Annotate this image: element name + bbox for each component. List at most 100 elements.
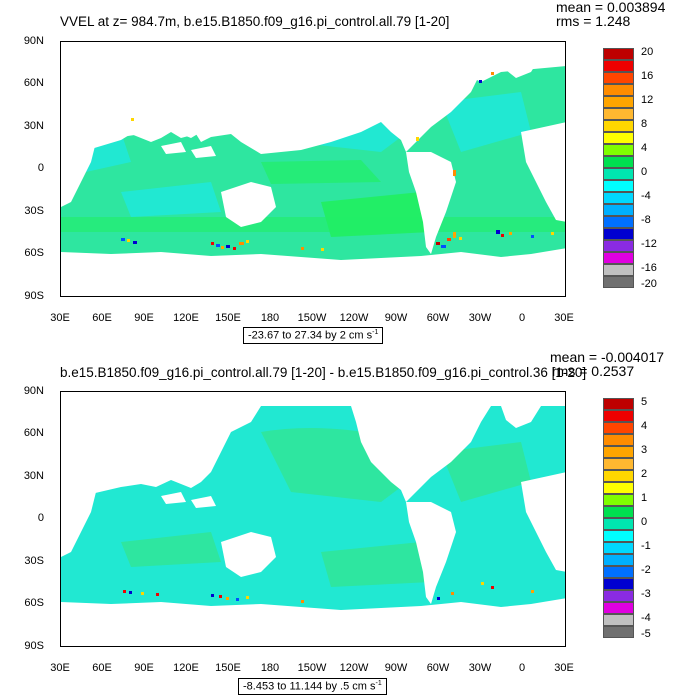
lon-label: 30E bbox=[50, 662, 70, 674]
contour-range-text: -23.67 to 27.34 by 2 cm s bbox=[248, 329, 373, 342]
colorbar-label: -8 bbox=[641, 214, 651, 226]
lat-label: 60S bbox=[24, 247, 44, 259]
ocean-velocity-map bbox=[60, 41, 566, 297]
colorbar-box bbox=[603, 120, 634, 132]
lon-label: 30W bbox=[468, 312, 492, 324]
colorbar-label: 0 bbox=[641, 166, 648, 178]
lon-label: 90W bbox=[384, 312, 408, 324]
colorbar-label: -3 bbox=[641, 588, 651, 600]
colorbar-label: 1 bbox=[641, 492, 648, 504]
colorbar-box bbox=[603, 458, 634, 470]
colorbar-box bbox=[603, 96, 634, 108]
difference-hotspots bbox=[123, 582, 534, 603]
lat-label: 90S bbox=[24, 290, 44, 302]
colorbar-box bbox=[603, 180, 634, 192]
rms-stat: rms = 0.2537 bbox=[552, 363, 635, 379]
mean-stat: mean = 0.003894 bbox=[556, 0, 666, 15]
rms-stat: rms = 1.248 bbox=[556, 13, 631, 29]
lon-label: 0 bbox=[518, 312, 526, 324]
colorbar-box bbox=[603, 240, 634, 252]
lon-label: 150W bbox=[297, 662, 327, 674]
lon-label: 60W bbox=[426, 312, 450, 324]
lon-label: 30E bbox=[554, 662, 574, 674]
lat-label: 0 bbox=[37, 162, 44, 174]
colorbar-box bbox=[603, 228, 634, 240]
lat-label: 30S bbox=[24, 205, 44, 217]
colorbar-label: 4 bbox=[641, 142, 648, 154]
lon-label: 150E bbox=[215, 312, 241, 324]
colorbar-box bbox=[603, 264, 634, 276]
lon-label: 150W bbox=[297, 312, 327, 324]
colorbar-box bbox=[603, 410, 634, 422]
colorbar-box bbox=[603, 602, 634, 614]
lon-label: 120W bbox=[339, 312, 369, 324]
lon-label: 30E bbox=[554, 312, 574, 324]
colorbar-label: -4 bbox=[641, 190, 651, 202]
lon-label: 90W bbox=[384, 662, 408, 674]
colorbar-label: 8 bbox=[641, 118, 648, 130]
panel-title: b.e15.B1850.f09_g16.pi_control.all.79 [1… bbox=[60, 365, 587, 380]
colorbar-box bbox=[603, 482, 634, 494]
colorbar-box bbox=[603, 626, 634, 638]
lat-label: 60N bbox=[23, 77, 44, 89]
lon-label: 120E bbox=[173, 662, 199, 674]
colorbar-label: -16 bbox=[641, 262, 657, 274]
colorbar-box bbox=[603, 566, 634, 578]
colorbar-box bbox=[603, 494, 634, 506]
colorbar-box bbox=[603, 60, 634, 72]
panel-title: VVEL at z= 984.7m, b.e15.B1850.f09_g16.p… bbox=[60, 14, 450, 29]
lat-label: 90N bbox=[23, 35, 44, 47]
colorbar-box bbox=[603, 156, 634, 168]
lat-label: 60S bbox=[24, 597, 44, 609]
colorbar-label: -4 bbox=[641, 612, 651, 624]
lon-label: 180 bbox=[260, 312, 280, 324]
colorbar-label: -2 bbox=[641, 564, 651, 576]
lat-label: 30N bbox=[23, 120, 44, 132]
colorbar-box bbox=[603, 542, 634, 554]
lon-label: 90E bbox=[134, 662, 154, 674]
colorbar-box bbox=[603, 84, 634, 96]
map-field bbox=[61, 42, 565, 296]
panel-bottom: b.e15.B1850.f09_g16.pi_control.all.79 [1… bbox=[0, 350, 700, 700]
colorbar-label: 5 bbox=[641, 396, 648, 408]
colorbar-box bbox=[603, 422, 634, 434]
colorbar-label: 20 bbox=[641, 46, 654, 58]
ocean-velocity-difference-map bbox=[60, 391, 566, 647]
lon-label: 120E bbox=[173, 312, 199, 324]
map-field bbox=[61, 392, 565, 646]
lat-label: 90S bbox=[24, 640, 44, 652]
colorbar-label: 2 bbox=[641, 468, 648, 480]
lon-label: 60W bbox=[426, 662, 450, 674]
contour-range-text: -8.453 to 11.144 by .5 cm s bbox=[243, 680, 376, 693]
lon-label: 30W bbox=[468, 662, 492, 674]
colorbar-box bbox=[603, 578, 634, 590]
panel-top: VVEL at z= 984.7m, b.e15.B1850.f09_g16.p… bbox=[23, 0, 666, 344]
colorbar-box bbox=[603, 446, 634, 458]
colorbar-box bbox=[603, 470, 634, 482]
colorbar-label: 3 bbox=[641, 444, 648, 456]
lon-label: 60E bbox=[92, 312, 112, 324]
lon-label: 90E bbox=[134, 312, 154, 324]
lon-label: 150E bbox=[215, 662, 241, 674]
colorbar-label: -5 bbox=[641, 628, 651, 640]
colorbar-box bbox=[603, 72, 634, 84]
lon-label: 120W bbox=[339, 662, 369, 674]
colorbar-box bbox=[603, 252, 634, 264]
lat-label: 30N bbox=[23, 470, 44, 482]
lon-label: 30E bbox=[50, 312, 70, 324]
colorbar-box bbox=[603, 204, 634, 216]
colorbar-box bbox=[603, 276, 634, 288]
lat-label: 90N bbox=[23, 385, 44, 397]
colorbar-label: 12 bbox=[641, 94, 654, 106]
colorbar-label: -12 bbox=[641, 238, 657, 250]
colorbar-box bbox=[603, 614, 634, 626]
colorbar-box bbox=[603, 132, 634, 144]
lat-label: 60N bbox=[23, 427, 44, 439]
colorbar-box bbox=[603, 530, 634, 542]
colorbar-box bbox=[603, 506, 634, 518]
colorbar-box bbox=[603, 144, 634, 156]
lon-label: 60E bbox=[92, 662, 112, 674]
unit-superscript: -1 bbox=[375, 680, 382, 687]
contour-range-box: -23.67 to 27.34 by 2 cm s-1 bbox=[243, 327, 384, 344]
colorbar-label: -20 bbox=[641, 278, 657, 290]
